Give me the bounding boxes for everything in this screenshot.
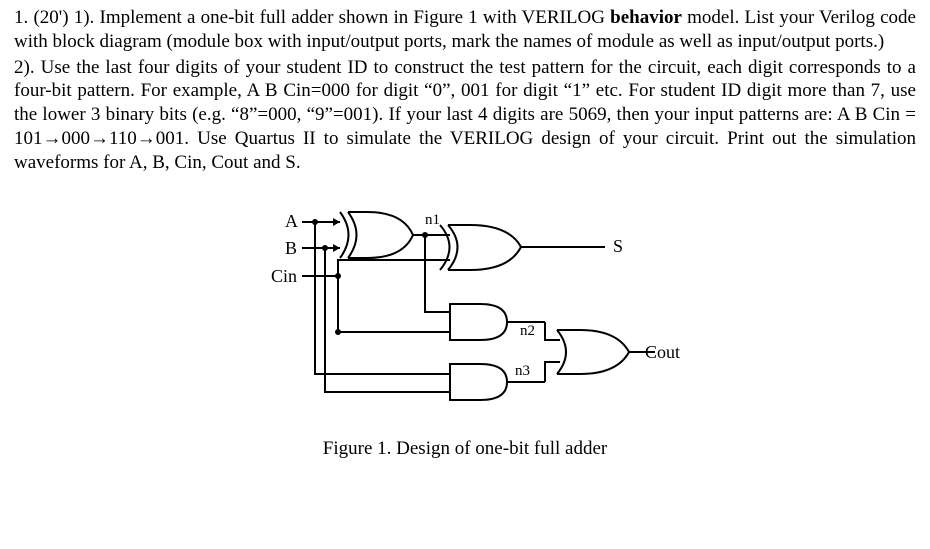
full-adder-schematic: A B Cin xyxy=(245,192,685,432)
p1-prefix: 1. (20') 1). Implement a one-bit full ad… xyxy=(14,7,610,28)
p1-bold: behavior xyxy=(610,7,682,28)
figure-1: A B Cin xyxy=(14,192,916,460)
label-A: A xyxy=(285,211,298,231)
problem-part2: 2). Use the last four digits of your stu… xyxy=(14,56,916,175)
label-Cin: Cin xyxy=(271,266,297,286)
problem-part1: 1. (20') 1). Implement a one-bit full ad… xyxy=(14,6,916,54)
label-n2: n2 xyxy=(520,323,535,339)
label-Cout: Cout xyxy=(645,342,680,362)
label-n1: n1 xyxy=(425,212,440,228)
figure-caption: Figure 1. Design of one-bit full adder xyxy=(323,438,607,460)
label-n3: n3 xyxy=(515,363,530,379)
label-B: B xyxy=(285,238,297,258)
label-S: S xyxy=(613,236,623,256)
